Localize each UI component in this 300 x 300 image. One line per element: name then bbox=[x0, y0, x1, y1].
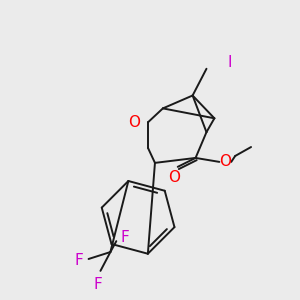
Text: F: F bbox=[75, 254, 84, 268]
Text: O: O bbox=[168, 170, 180, 185]
Text: O: O bbox=[219, 154, 231, 169]
Text: I: I bbox=[227, 55, 232, 70]
Text: O: O bbox=[128, 115, 140, 130]
Text: F: F bbox=[120, 230, 129, 245]
Text: F: F bbox=[93, 277, 102, 292]
